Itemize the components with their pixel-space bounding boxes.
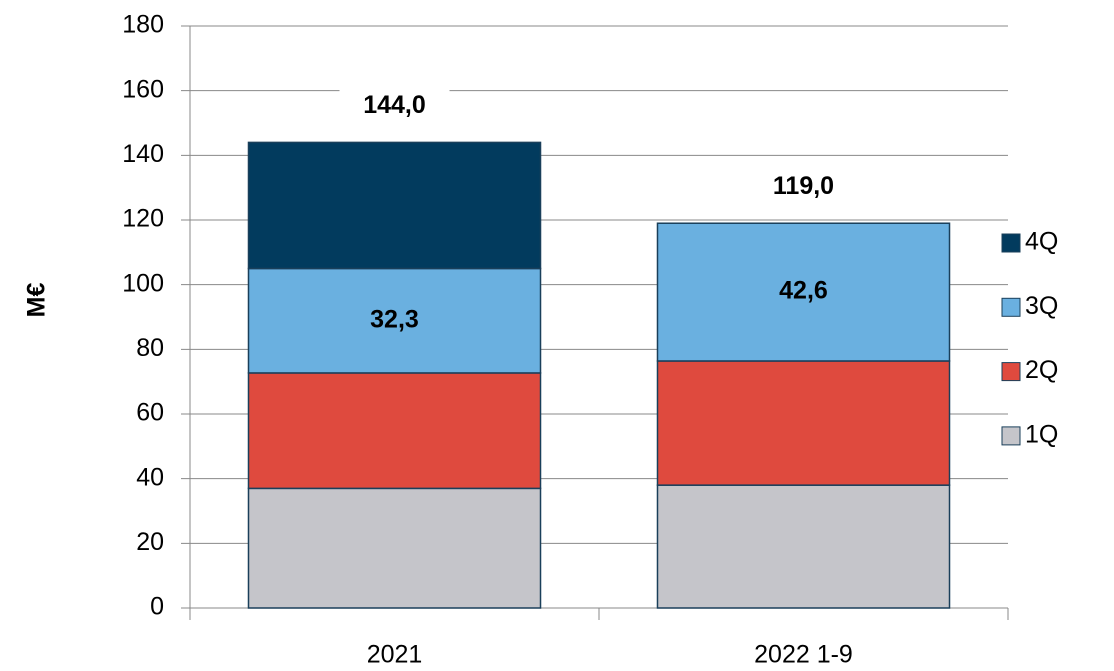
data-label: 42,6	[779, 277, 828, 305]
legend-swatch	[1001, 233, 1021, 253]
legend-label: 3Q	[1025, 292, 1058, 320]
y-tick-label: 100	[122, 269, 164, 297]
y-tick-label: 180	[122, 11, 164, 39]
bar-segment	[656, 222, 951, 362]
total-label: 119,0	[773, 172, 834, 200]
y-tick-label: 140	[122, 140, 164, 168]
legend-swatch	[1001, 362, 1021, 382]
y-tick-label: 60	[136, 399, 164, 427]
y-tick-label: 0	[150, 593, 164, 621]
y-tick-label: 120	[122, 205, 164, 233]
total-label: 144,0	[363, 91, 426, 119]
bar-segment	[247, 372, 542, 490]
y-axis-label: M€	[23, 283, 51, 318]
legend-label: 2Q	[1025, 356, 1058, 384]
y-tick-label: 80	[136, 334, 164, 362]
legend-swatch	[1001, 297, 1021, 317]
total-label-bg	[748, 167, 859, 208]
legend-label: 1Q	[1025, 421, 1058, 449]
legend-swatch	[1001, 426, 1021, 446]
bar-segment	[656, 360, 951, 486]
bar-segment	[656, 484, 951, 609]
y-tick-label: 40	[136, 463, 164, 491]
legend-label: 4Q	[1025, 228, 1058, 256]
bar-segment	[247, 141, 542, 270]
total-label-bg	[339, 86, 450, 127]
y-tick-label: 160	[122, 75, 164, 103]
y-tick-label: 20	[136, 528, 164, 556]
x-tick-label: 2021	[367, 641, 423, 669]
bar-segment	[247, 487, 542, 609]
data-label: 32,3	[370, 305, 419, 333]
bar-segment	[247, 267, 542, 374]
x-tick-label: 2022 1-9	[754, 641, 853, 669]
